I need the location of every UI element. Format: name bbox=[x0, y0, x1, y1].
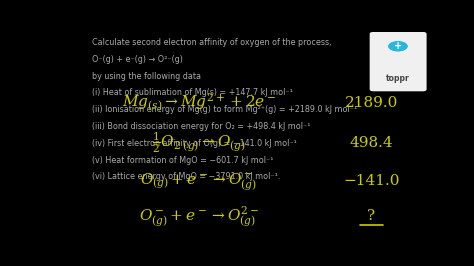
Text: (v) Heat formation of MgO = −601.7 kJ mol⁻¹: (v) Heat formation of MgO = −601.7 kJ mo… bbox=[92, 156, 274, 165]
Text: $\frac{1}{2}O_2\,_{(g)} \rightarrow O_{(g)}$: $\frac{1}{2}O_2\,_{(g)} \rightarrow O_{(… bbox=[152, 130, 246, 155]
Text: (vi) Lattice energy of MgO = −3791.0 kJ mol⁻¹.: (vi) Lattice energy of MgO = −3791.0 kJ … bbox=[92, 172, 281, 181]
Text: (iii) Bond dissociation energy for O₂ = +498.4 kJ mol⁻¹: (iii) Bond dissociation energy for O₂ = … bbox=[92, 122, 311, 131]
Text: (iv) First electron affinity of O(g) = −141.0 kJ mol⁻¹: (iv) First electron affinity of O(g) = −… bbox=[92, 139, 297, 148]
Text: $Mg_{(s)} \rightarrow Mg^{2+} + 2e^-$: $Mg_{(s)} \rightarrow Mg^{2+} + 2e^-$ bbox=[122, 92, 276, 113]
Text: −141.0: −141.0 bbox=[343, 174, 400, 188]
Text: ?: ? bbox=[367, 209, 375, 223]
Text: 2189.0: 2189.0 bbox=[345, 95, 398, 110]
Text: O⁻(g) + e⁻(g) → O²⁻(g): O⁻(g) + e⁻(g) → O²⁻(g) bbox=[92, 55, 183, 64]
Text: $O_{(g)} + e^- \rightarrow O^-_{(g)}$: $O_{(g)} + e^- \rightarrow O^-_{(g)}$ bbox=[140, 171, 257, 192]
Text: (ii) Ionisation energy of Mg(g) to form Mg²⁺(g) = +2189.0 kJ mol⁻¹: (ii) Ionisation energy of Mg(g) to form … bbox=[92, 105, 357, 114]
Text: Calculate second electron affinity of oxygen of the process,: Calculate second electron affinity of ox… bbox=[92, 38, 332, 47]
Text: +: + bbox=[394, 41, 402, 51]
Text: by using the following data: by using the following data bbox=[92, 72, 201, 81]
Circle shape bbox=[388, 40, 408, 52]
Text: 498.4: 498.4 bbox=[350, 135, 393, 149]
Text: (i) Heat of sublimation of Mg(s) = +147.7 kJ mol⁻¹: (i) Heat of sublimation of Mg(s) = +147.… bbox=[92, 89, 293, 97]
FancyBboxPatch shape bbox=[370, 32, 427, 91]
Text: toppr: toppr bbox=[386, 73, 410, 82]
Text: $O^-_{(g)} + e^- \rightarrow O^{2-}_{(g)}$: $O^-_{(g)} + e^- \rightarrow O^{2-}_{(g)… bbox=[138, 204, 259, 228]
